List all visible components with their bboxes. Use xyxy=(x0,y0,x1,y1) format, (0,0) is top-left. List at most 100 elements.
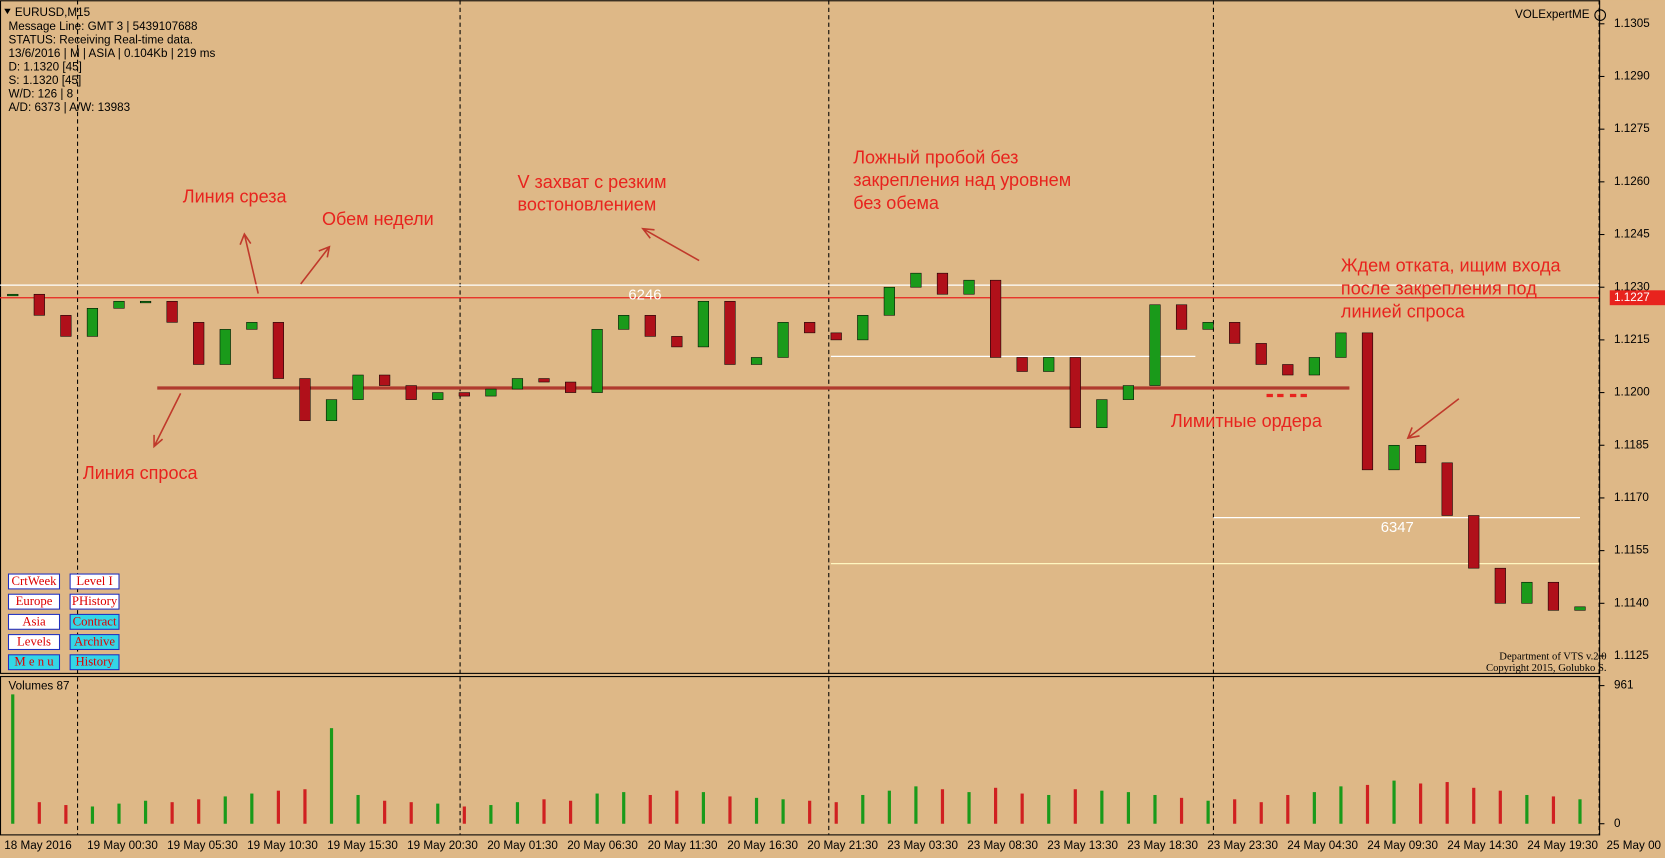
menu-triangle[interactable] xyxy=(4,8,11,15)
candle xyxy=(325,399,338,421)
button[interactable] xyxy=(7,634,61,651)
annotation: Ложный пробой без xyxy=(853,147,1018,167)
indicator-icon[interactable] xyxy=(1594,9,1607,21)
time-label: 24 May 09:30 xyxy=(1367,839,1438,852)
candle xyxy=(1043,357,1055,372)
button-label[interactable]: Level I xyxy=(76,574,112,588)
button[interactable] xyxy=(7,654,61,671)
volume-bar xyxy=(675,790,679,824)
volume-bar xyxy=(701,792,705,824)
button-label[interactable]: M e n u xyxy=(14,655,54,669)
button[interactable] xyxy=(69,634,120,651)
volume-bar xyxy=(436,803,440,824)
volume-bar xyxy=(90,806,95,824)
candle xyxy=(33,293,45,316)
volume-bar xyxy=(329,728,334,824)
volume-bar xyxy=(914,786,918,824)
volume-tick-label: 961 xyxy=(1614,679,1633,692)
volume-bar xyxy=(967,792,971,824)
volume-bar xyxy=(542,799,546,824)
annotation: без обема xyxy=(853,193,940,213)
candle xyxy=(857,315,869,341)
price-tick-label: 1.1305 xyxy=(1614,17,1650,30)
volume-bar xyxy=(250,793,254,824)
time-label: 19 May 15:30 xyxy=(327,839,398,852)
volume-tick-label: 0 xyxy=(1614,817,1621,830)
candle xyxy=(193,322,205,365)
candle xyxy=(219,329,231,365)
price-tick-label: 1.1245 xyxy=(1614,228,1650,241)
candle xyxy=(936,272,949,295)
time-label: 24 May 14:30 xyxy=(1447,839,1518,852)
candle xyxy=(1255,343,1267,365)
time-label: 23 May 03:30 xyxy=(887,839,958,852)
arrows xyxy=(153,227,1460,449)
time-label: 23 May 13:30 xyxy=(1047,839,1118,852)
button-label[interactable]: Archive xyxy=(74,634,115,648)
volume-bar xyxy=(728,796,732,824)
button[interactable] xyxy=(69,573,120,590)
button-label[interactable]: Europe xyxy=(16,594,53,608)
session-separators xyxy=(77,0,1600,835)
button[interactable] xyxy=(69,654,120,671)
arrow xyxy=(1406,398,1460,440)
volume-bar xyxy=(1498,790,1502,824)
price-tick-label: 1.1230 xyxy=(1614,280,1650,293)
button-label[interactable]: Levels xyxy=(17,634,51,648)
level-label: 6347 xyxy=(1381,520,1414,536)
candle xyxy=(697,300,709,348)
candle xyxy=(565,381,577,393)
candle xyxy=(671,336,683,348)
price-tick-label: 1.1155 xyxy=(1614,544,1649,557)
arrow xyxy=(641,227,700,262)
button-label[interactable]: PHistory xyxy=(72,594,118,608)
candle xyxy=(432,392,444,400)
candle xyxy=(458,392,470,397)
volume-bar xyxy=(834,802,838,824)
button[interactable] xyxy=(7,593,61,610)
volume-bar xyxy=(861,794,865,824)
button-label[interactable]: History xyxy=(75,655,114,669)
button[interactable] xyxy=(7,573,61,590)
volume-bar xyxy=(489,805,493,824)
candle xyxy=(591,329,603,393)
candle xyxy=(1415,444,1427,464)
candle xyxy=(1308,357,1320,376)
volume-bar xyxy=(1047,794,1051,824)
candle xyxy=(618,315,630,330)
candle xyxy=(113,300,125,309)
button[interactable] xyxy=(69,613,120,630)
button[interactable] xyxy=(7,613,61,630)
annotation: закрепления над уровнем xyxy=(853,170,1071,190)
current-price: 1.1227 xyxy=(1614,291,1650,304)
candle xyxy=(1202,322,1214,330)
candle xyxy=(1361,332,1374,471)
volume-bar xyxy=(781,799,785,824)
candle xyxy=(1468,515,1480,569)
time-label: 23 May 18:30 xyxy=(1127,839,1198,852)
volume-bar xyxy=(1286,794,1290,824)
candle xyxy=(883,286,895,316)
info-line: Message Line: GMT 3 | 5439107688 xyxy=(9,20,198,33)
volume-bar xyxy=(622,792,626,824)
volume-bar xyxy=(383,800,387,824)
candle xyxy=(1547,581,1560,611)
time-label: 19 May 05:30 xyxy=(167,839,238,852)
volume-bar xyxy=(754,797,759,824)
candle xyxy=(166,300,178,323)
volume-bar xyxy=(356,794,360,824)
volume-bar xyxy=(117,803,121,824)
arrow xyxy=(153,393,182,449)
volume-bar xyxy=(1578,799,1582,824)
button-label[interactable]: CrtWeek xyxy=(12,574,58,588)
volume-bar xyxy=(1126,792,1131,824)
candle xyxy=(1016,357,1028,372)
candle xyxy=(1574,606,1586,611)
button-label[interactable]: Asia xyxy=(22,614,46,628)
time-label: 24 May 04:30 xyxy=(1287,839,1358,852)
volume-bar xyxy=(1339,786,1343,824)
button-label[interactable]: Contract xyxy=(73,614,117,628)
button[interactable] xyxy=(69,593,120,610)
candle xyxy=(1122,385,1134,400)
